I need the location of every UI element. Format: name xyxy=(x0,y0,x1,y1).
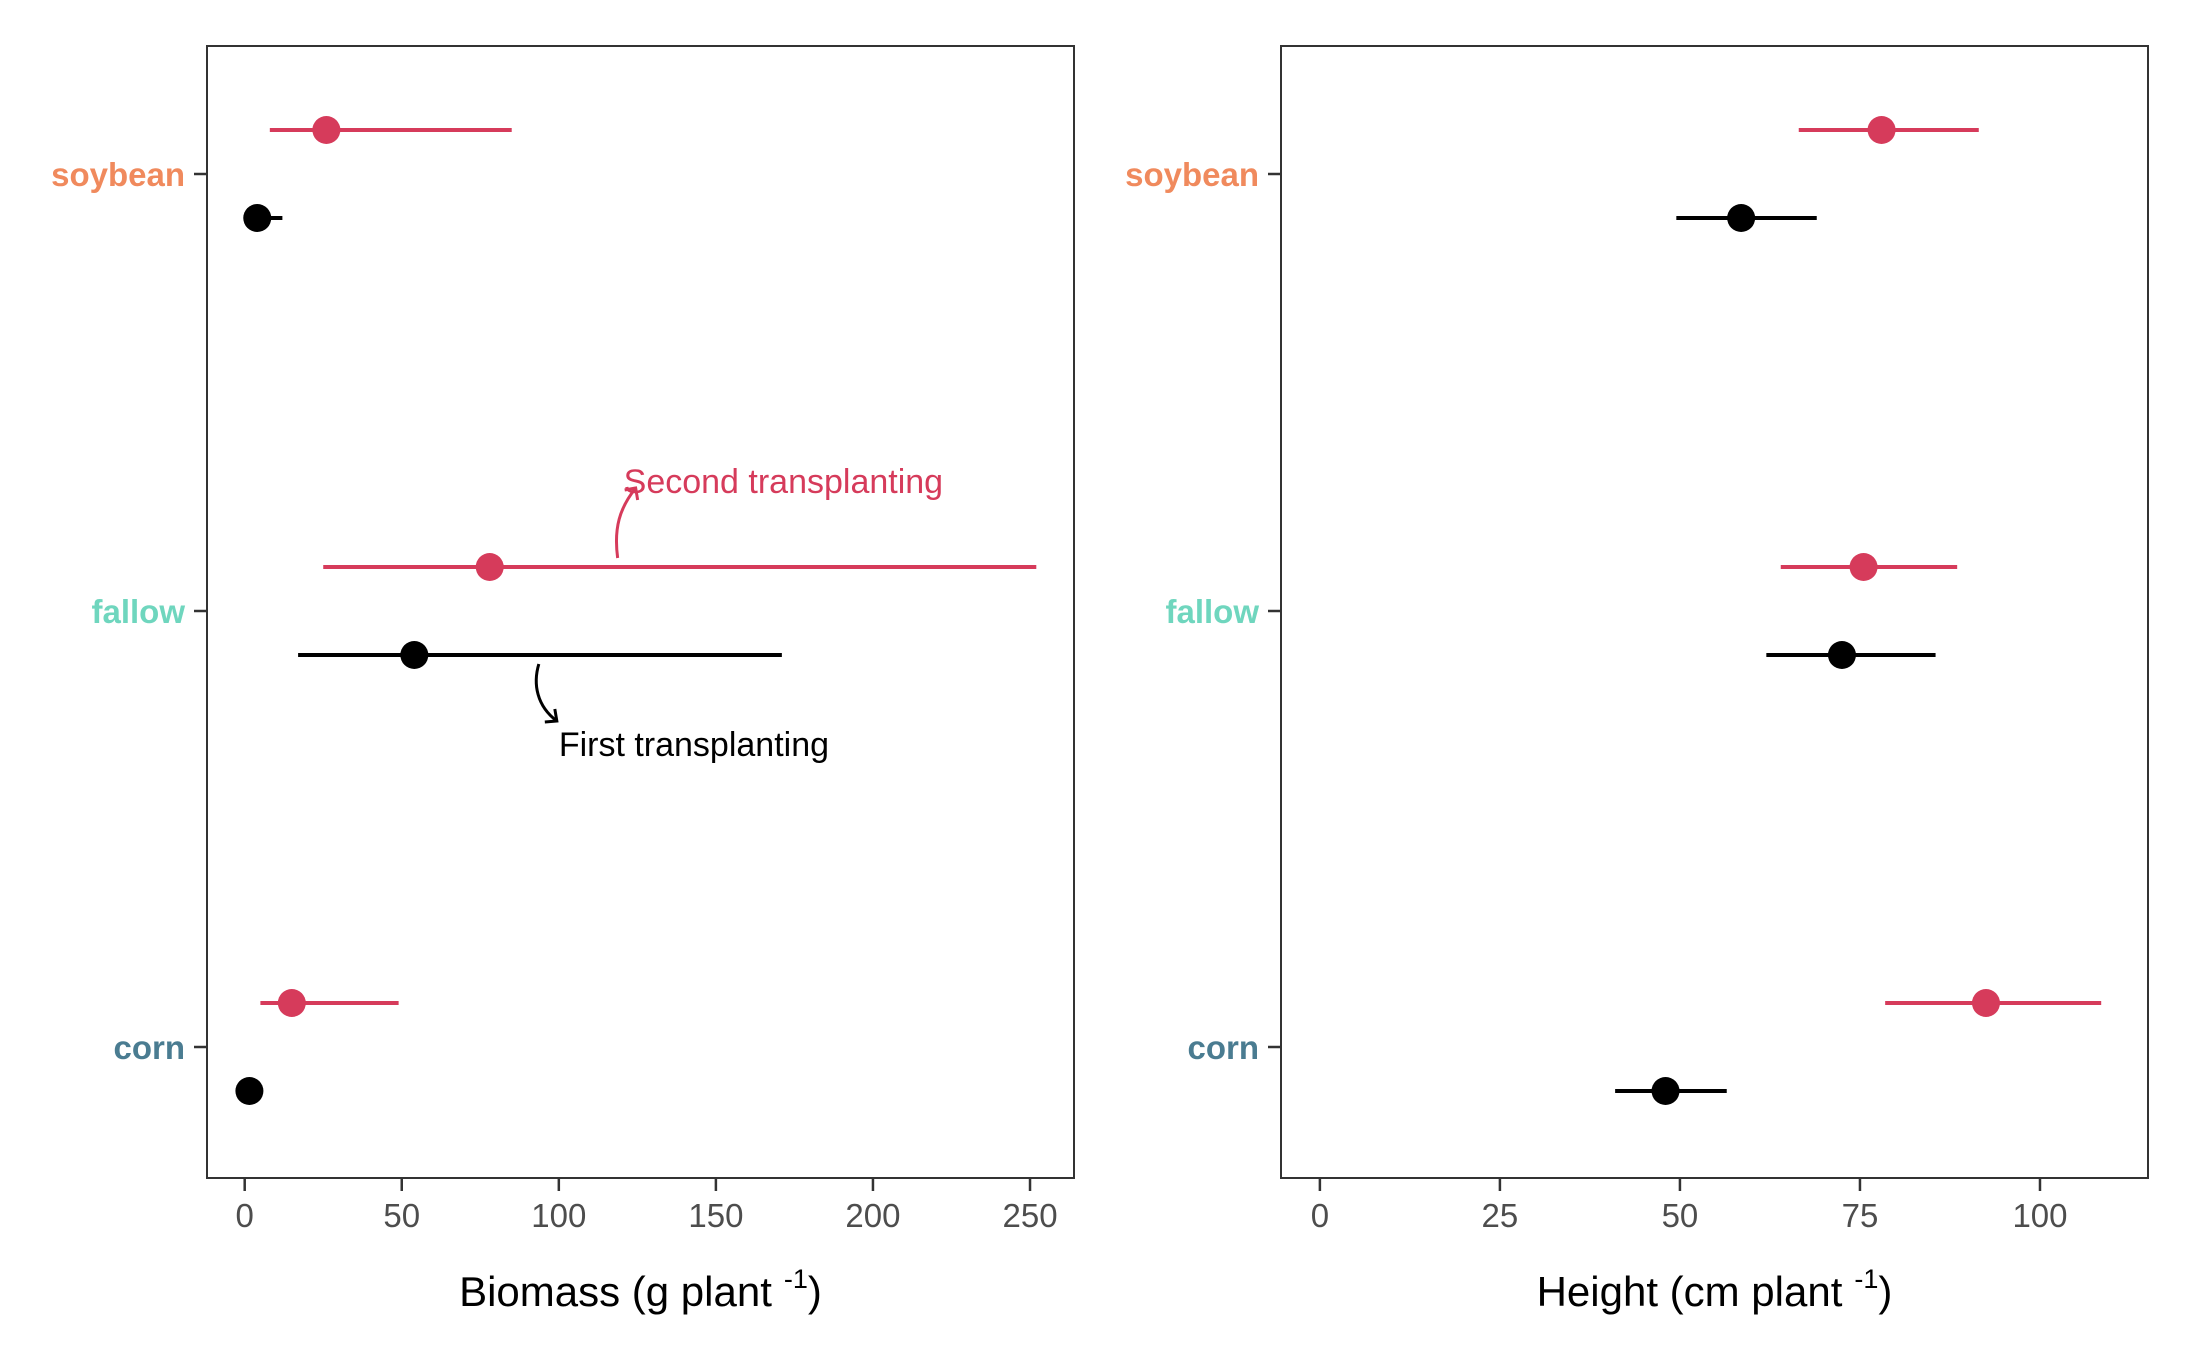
x-axis-title-main: Biomass (g plant xyxy=(459,1268,772,1315)
point-corn-second_transplanting xyxy=(277,989,306,1017)
y-tick-label-corn: corn xyxy=(1187,1029,1259,1066)
x-axis-title-close: ) xyxy=(1878,1268,1892,1315)
x-tick-label: 0 xyxy=(1311,1197,1329,1234)
point-soybean-first_transplanting xyxy=(1727,204,1756,232)
point-corn-second_transplanting xyxy=(1971,989,2000,1017)
x-tick-label: 200 xyxy=(845,1197,900,1234)
annotation-first-transplanting: First transplanting xyxy=(559,726,829,764)
x-axis-title: Biomass (g plant -1) xyxy=(459,1264,822,1315)
x-axis-title-sup: -1 xyxy=(1854,1264,1878,1294)
point-soybean-first_transplanting xyxy=(243,204,272,232)
x-axis-title-sup: -1 xyxy=(784,1264,808,1294)
point-corn-first_transplanting xyxy=(235,1077,264,1105)
panel-border xyxy=(206,45,1075,1179)
point-fallow-first_transplanting xyxy=(1827,641,1856,669)
annotation-arrow-second xyxy=(614,487,637,559)
y-tick-label-corn: corn xyxy=(113,1029,185,1066)
y-tick-label-fallow: fallow xyxy=(1165,593,1259,630)
x-tick-label: 100 xyxy=(531,1197,586,1234)
x-tick-label: 100 xyxy=(2012,1197,2067,1234)
y-tick-label-soybean: soybean xyxy=(1125,156,1259,193)
annotation-arrowhead-first xyxy=(544,708,559,724)
biomass-panel: soybean fallow corn 0 50 100 150 200 250 Biomass … xyxy=(51,45,1075,1315)
x-tick-label: 75 xyxy=(1842,1197,1879,1234)
point-soybean-second_transplanting xyxy=(312,116,341,144)
x-tick-label: 0 xyxy=(236,1197,254,1234)
point-fallow-second_transplanting xyxy=(475,553,504,581)
y-tick-label-soybean: soybean xyxy=(51,156,185,193)
x-axis-title-main: Height (cm plant xyxy=(1537,1268,1843,1315)
point-fallow-second_transplanting xyxy=(1849,553,1878,581)
point-corn-first_transplanting xyxy=(1651,1077,1680,1105)
height-panel: soybean fallow corn 0 25 50 75 100 Height (cm pl… xyxy=(1125,45,2149,1315)
point-fallow-first_transplanting xyxy=(400,641,429,669)
x-tick-label: 150 xyxy=(688,1197,743,1234)
x-tick-label: 50 xyxy=(383,1197,420,1234)
y-tick-label-fallow: fallow xyxy=(91,593,185,630)
panel-border xyxy=(1280,45,2149,1179)
x-tick-label: 25 xyxy=(1482,1197,1519,1234)
annotation-arrowhead-second xyxy=(624,486,640,501)
annotation-second-transplanting: Second transplanting xyxy=(624,463,943,501)
annotation-arrow-first xyxy=(534,663,558,723)
x-tick-label: 250 xyxy=(1002,1197,1057,1234)
x-axis-title: Height (cm plant -1) xyxy=(1537,1264,1893,1315)
x-tick-label: 50 xyxy=(1662,1197,1699,1234)
point-soybean-second_transplanting xyxy=(1867,116,1896,144)
x-axis-title-close: ) xyxy=(808,1268,822,1315)
